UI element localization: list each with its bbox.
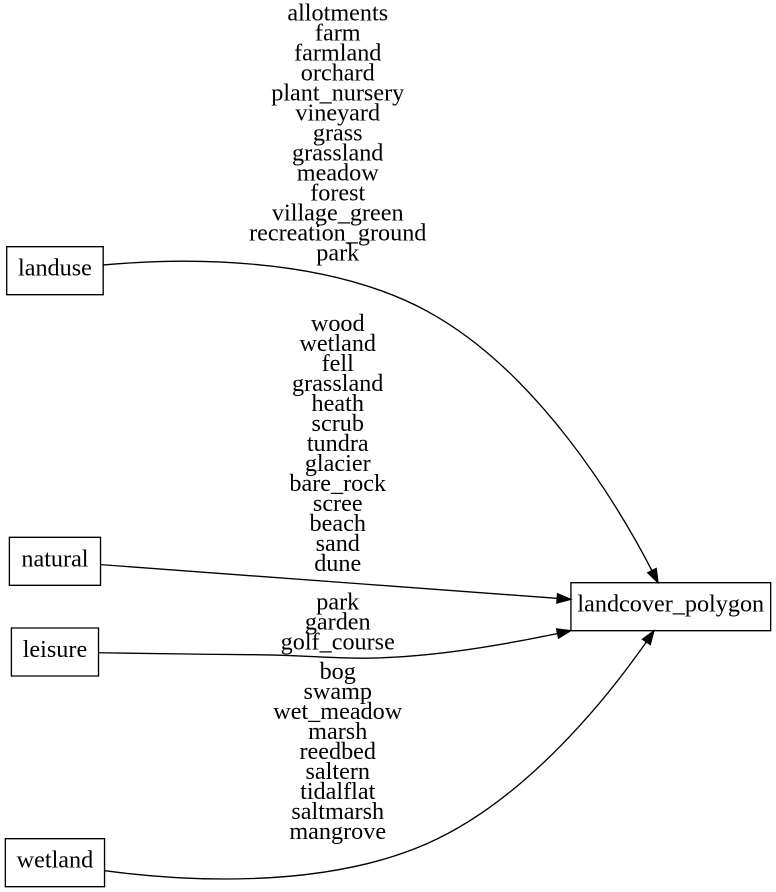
svg-text:landcover_polygon: landcover_polygon [577, 591, 764, 618]
svg-text:dune: dune [314, 550, 361, 577]
svg-text:natural: natural [21, 545, 88, 572]
svg-text:landuse: landuse [18, 255, 92, 282]
svg-text:park: park [316, 239, 360, 266]
svg-text:leisure: leisure [23, 636, 87, 663]
svg-text:wetland: wetland [17, 847, 94, 874]
svg-text:mangrove: mangrove [289, 818, 386, 845]
svg-text:golf_course: golf_course [281, 629, 395, 656]
